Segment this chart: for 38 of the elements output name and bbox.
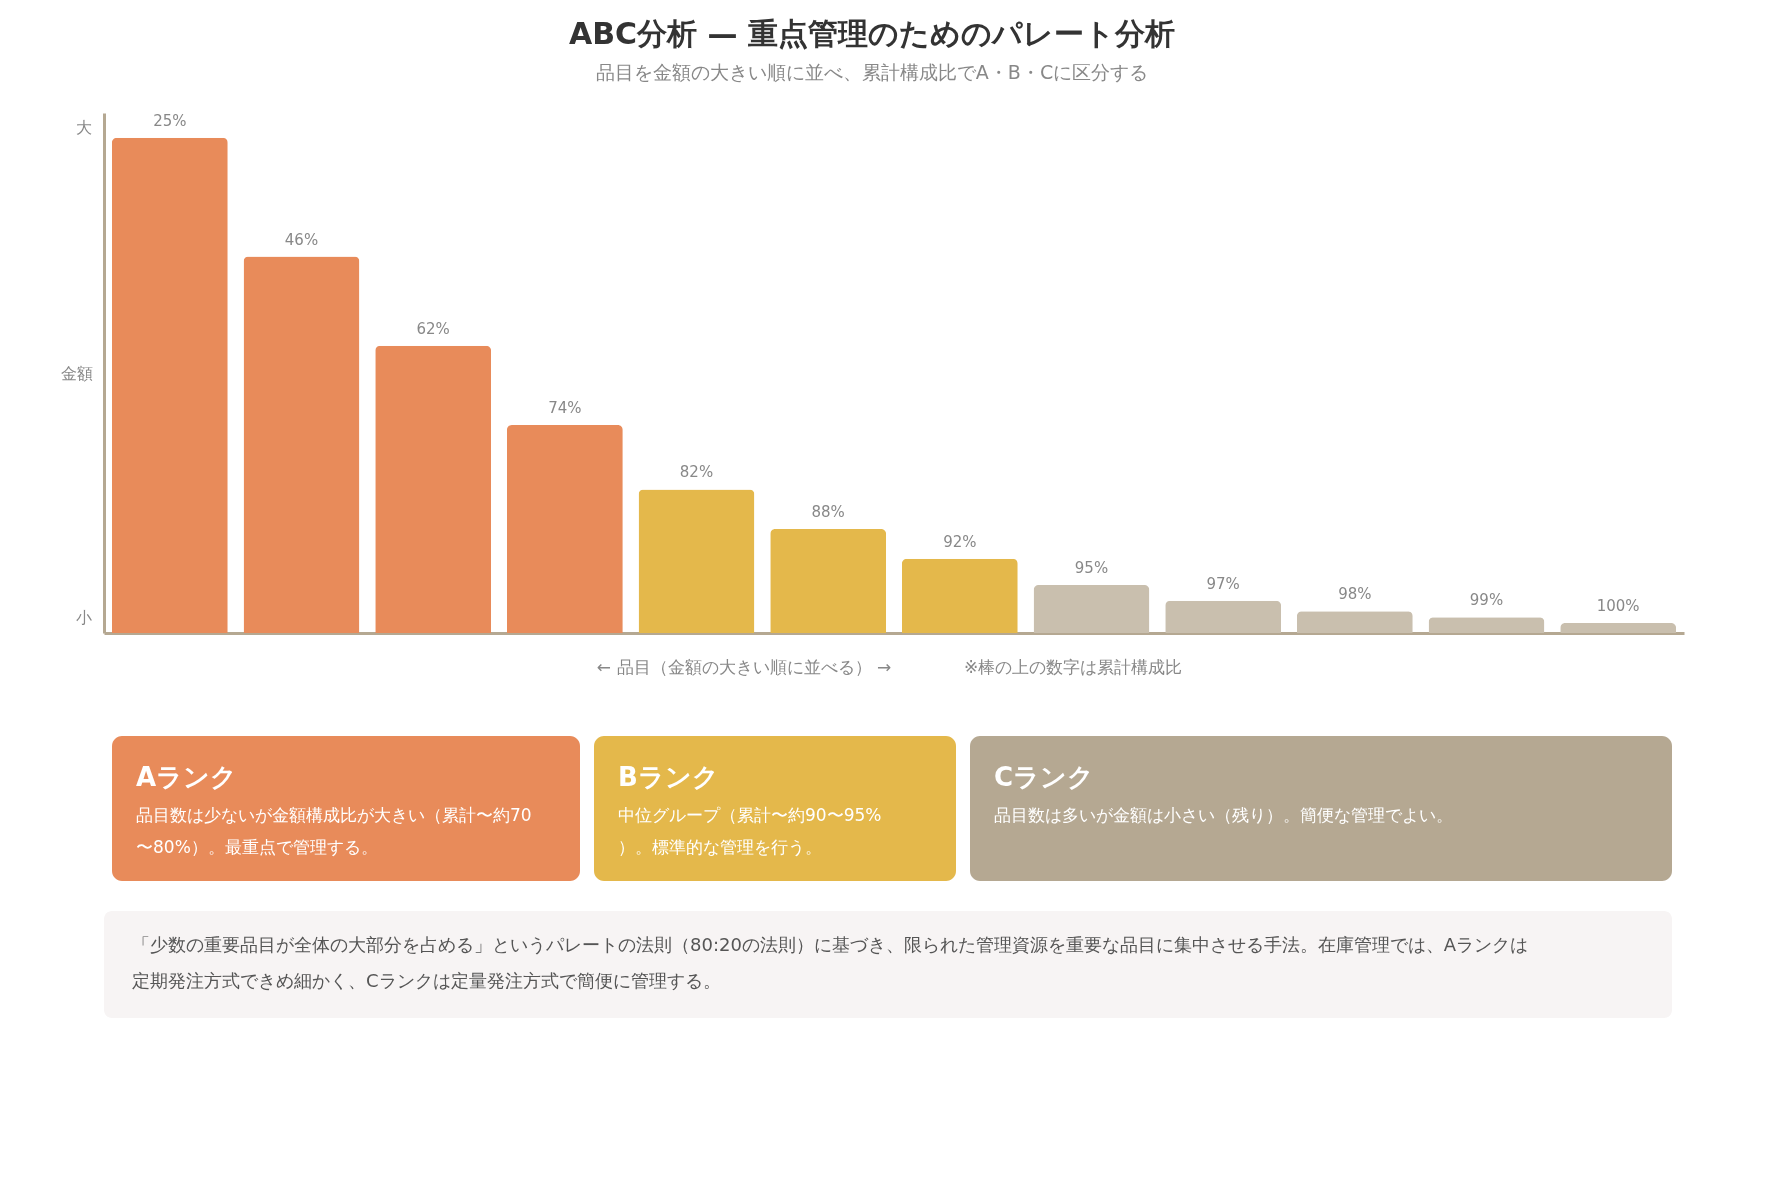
text: 品目数は少ないが金額構成比が大きい（累計〜約70〜80%）。最重点で管理する。 (136, 805, 532, 857)
bar (1033, 584, 1150, 633)
text: 大 (76, 118, 92, 137)
annotation: 88% (811, 503, 845, 521)
bar (770, 529, 887, 633)
text: Bランク (618, 762, 719, 792)
annotation: 92% (943, 532, 977, 551)
bar (111, 137, 228, 633)
bar (375, 345, 492, 633)
text: Cランク (994, 762, 1095, 792)
bar (243, 256, 360, 633)
annotation: 74% (548, 399, 582, 417)
annotation: 97% (1206, 574, 1240, 593)
bar (901, 558, 1018, 633)
annotation: 25% (153, 111, 187, 130)
chart-subtitle: 品目を金額の大きい順に並べ、累計構成比でA・B・Cに区分する (595, 61, 1149, 83)
annotation: 82% (679, 463, 714, 482)
chart-title: ABC分析 — 重点管理のためのパレート分析 (569, 16, 1175, 51)
annotation: 100% (1596, 597, 1640, 616)
y-axis-title: 金額 (60, 363, 93, 383)
bar (638, 489, 755, 633)
bar (1165, 600, 1282, 633)
annotation: 46% (284, 230, 319, 249)
annotation: 95% (1074, 558, 1109, 577)
annotation: 98% (1338, 585, 1372, 604)
bar (1296, 611, 1413, 633)
bar (506, 425, 623, 633)
text: 「少数の重要品目が全体の大部分を占める」というパレートの法則（80:20の法則）に基づき、限られた管理資源を重要な品目に集中させる手法。在庫管理では、Aランクは定期発注方式できめ細かく、Cランクは定量発注方式で簡便に管理する。 (132, 934, 1529, 991)
annotation: 62% (416, 319, 450, 338)
text: 小 (76, 608, 92, 627)
bar (1560, 623, 1677, 633)
x-axis-title: ← 品目（金額の大きい順に並べる） → (596, 657, 892, 677)
text: ※棒の上の数字は累計構成比 (964, 657, 1183, 677)
text: 中位グループ（累計〜約90〜95%）。標準的な管理を行う。 (618, 805, 882, 857)
text: 品目数は多いが金額は小さい（残り）。簡便な管理でよい。 (994, 805, 1453, 825)
annotation: 99% (1469, 591, 1504, 610)
bar (1428, 617, 1545, 633)
text: Aランク (136, 762, 238, 792)
